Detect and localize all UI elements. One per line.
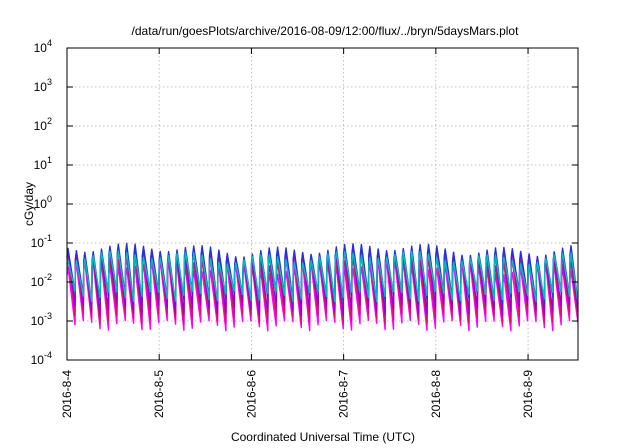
- y-tick-label: 104: [34, 38, 52, 55]
- y-tick-label: 10-1: [31, 233, 52, 250]
- chart-title: /data/run/goesPlots/archive/2016-08-09/1…: [132, 24, 520, 38]
- y-tick-label: 10-2: [31, 272, 52, 289]
- x-tick-label: 2016-8-7: [337, 370, 351, 418]
- y-tick-label: 102: [34, 116, 52, 133]
- plot-area: [66, 242, 579, 332]
- y-axis: 10-4 10-3 10-2 10-1 100 101 102 103 104: [31, 38, 578, 367]
- y-tick-label: 100: [34, 194, 52, 211]
- x-axis: 2016-8-4 2016-8-5 2016-8-6 2016-8-7 2016-8-8…: [60, 48, 535, 418]
- y-axis-label: cGy/day: [22, 182, 36, 226]
- x-tick-label: 2016-8-8: [429, 370, 443, 418]
- x-axis-label: Coordinated Universal Time (UTC): [231, 430, 415, 444]
- y-tick-label: 10-3: [31, 311, 52, 328]
- y-tick-label: 101: [34, 155, 52, 172]
- x-tick-label: 2016-8-5: [152, 370, 166, 418]
- x-tick-label: 2016-8-6: [244, 370, 258, 418]
- y-tick-label: 10-4: [31, 350, 52, 367]
- x-tick-label: 2016-8-9: [521, 370, 535, 418]
- x-tick-label: 2016-8-4: [60, 370, 74, 418]
- y-tick-label: 103: [34, 77, 52, 94]
- series-line-4: [66, 250, 579, 303]
